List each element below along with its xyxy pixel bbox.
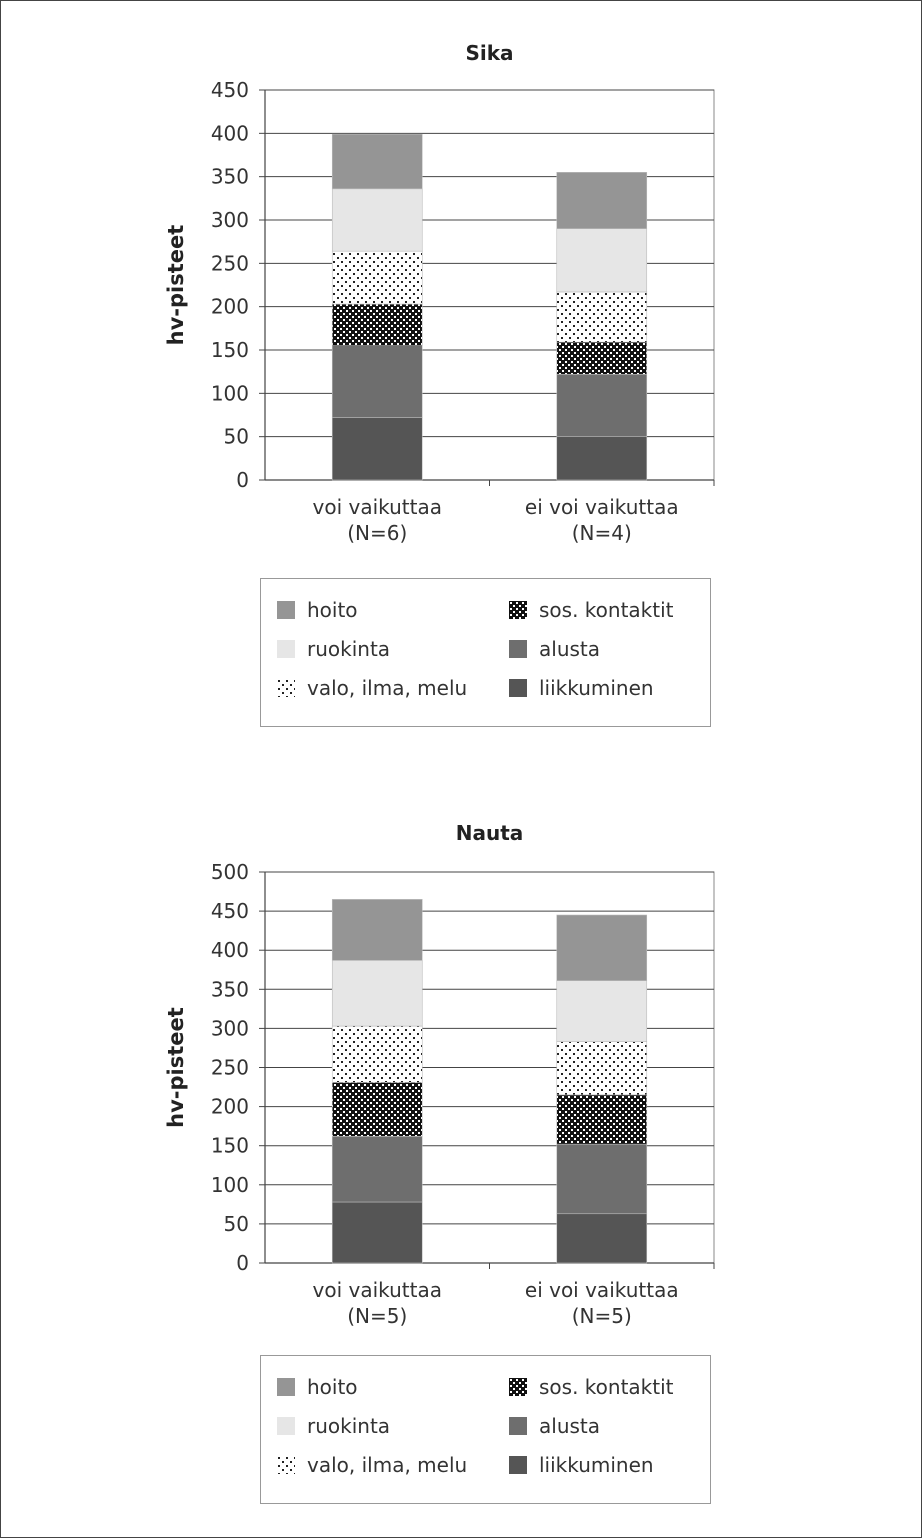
bar-segment-ruokinta <box>331 188 423 252</box>
y-tick-label: 450 <box>211 899 249 923</box>
bar-segment-liikkuminen <box>556 1213 648 1264</box>
legend-label: ruokinta <box>307 1414 391 1438</box>
bar-segment-sos-kontaktit <box>556 341 648 375</box>
bar-segment-liikkuminen <box>331 1201 423 1264</box>
legend-swatch <box>509 601 527 619</box>
x-category-label: voi vaikuttaa <box>313 1278 442 1302</box>
bar-segment-sos-kontaktit <box>556 1094 648 1145</box>
bar-segment-hoito <box>556 172 648 229</box>
bar-segment-alusta <box>331 345 423 418</box>
bar-segment-valo-ilma-melu <box>331 250 423 305</box>
y-tick-label: 400 <box>211 121 249 145</box>
bar-segment-liikkuminen <box>331 417 423 481</box>
legend-label: valo, ilma, melu <box>307 1453 468 1477</box>
legend-item-alusta: alusta <box>509 1414 600 1438</box>
chart-title: Sika <box>465 41 513 65</box>
y-tick-label: 300 <box>211 1016 249 1040</box>
legend-label: hoito <box>307 598 358 622</box>
legend-label: alusta <box>539 637 601 661</box>
legend-label: hoito <box>307 1375 358 1399</box>
y-tick-label: 400 <box>211 938 249 962</box>
y-tick-label: 200 <box>211 1095 249 1119</box>
y-tick-label: 0 <box>236 468 249 492</box>
x-category-sublabel: (N=5) <box>572 1304 632 1328</box>
x-category-sublabel: (N=5) <box>347 1304 407 1328</box>
bar-segment-valo-ilma-melu <box>331 1025 423 1083</box>
bar-segment-hoito <box>331 133 423 190</box>
legend-item-hoito: hoito <box>277 598 358 622</box>
y-axis-label: hv-pisteet <box>164 1007 188 1128</box>
y-axis-label: hv-pisteet <box>164 225 188 346</box>
y-tick-label: 300 <box>211 208 249 232</box>
y-tick-label: 50 <box>224 425 249 449</box>
x-category-label: ei voi vaikuttaa <box>525 495 679 519</box>
legend-item-sos-kontaktit: sos. kontaktit <box>509 1375 674 1399</box>
bar-segment-alusta <box>556 373 648 437</box>
legend-label: valo, ilma, melu <box>307 676 468 700</box>
bar-segment-sos-kontaktit <box>331 1082 423 1137</box>
legend-item-liikkuminen: liikkuminen <box>509 1453 654 1477</box>
legend-swatch <box>277 640 295 658</box>
legend-swatch <box>509 640 527 658</box>
legend-label: ruokinta <box>307 637 391 661</box>
legend-swatch <box>509 679 527 697</box>
x-category-label: ei voi vaikuttaa <box>525 1278 679 1302</box>
y-tick-label: 100 <box>211 381 249 405</box>
legend-swatch <box>509 1417 527 1435</box>
x-category-label: voi vaikuttaa <box>313 495 442 519</box>
y-tick-label: 150 <box>211 338 249 362</box>
y-tick-label: 250 <box>211 1056 249 1080</box>
y-tick-label: 350 <box>211 977 249 1001</box>
bar-segment-ruokinta <box>331 960 423 1027</box>
legend-swatch <box>277 1378 295 1396</box>
bar-segment-ruokinta <box>556 228 648 293</box>
legend-item-ruokinta: ruokinta <box>277 637 390 661</box>
y-tick-label: 150 <box>211 1134 249 1158</box>
legend-item-valo-ilma-melu: valo, ilma, melu <box>277 1453 467 1477</box>
legend-swatch <box>277 601 295 619</box>
y-tick-label: 250 <box>211 251 249 275</box>
bar-segment-valo-ilma-melu <box>556 1041 648 1096</box>
bar-segment-liikkuminen <box>556 436 648 481</box>
bar-segment-hoito <box>331 899 423 961</box>
legend-item-valo-ilma-melu: valo, ilma, melu <box>277 676 467 700</box>
legend-swatch <box>277 679 295 697</box>
bar-segment-valo-ilma-melu <box>556 291 648 343</box>
legend-label: liikkuminen <box>539 1453 654 1477</box>
y-tick-label: 0 <box>236 1251 249 1275</box>
legend-item-hoito: hoito <box>277 1375 358 1399</box>
bar-segment-alusta <box>556 1143 648 1215</box>
legend-label: alusta <box>539 1414 601 1438</box>
chart-nauta: 0 50 100 150 200 250 300 350 400 450 500 Nauta hv-pi… <box>164 821 715 1328</box>
x-category-sublabel: (N=4) <box>572 521 632 545</box>
legend-swatch <box>509 1378 527 1396</box>
legend-swatch <box>277 1456 295 1474</box>
legend-nauta: hoito ruokinta valo, ilma, melu sos. kontak… <box>260 1355 711 1504</box>
legend-sika: hoito ruokinta valo, ilma, melu sos. kontak… <box>260 578 711 727</box>
chart-sika: 0 50 100 150 200 250 300 350 400 450 Sika hv-pistee… <box>164 41 715 545</box>
y-tick-label: 100 <box>211 1173 249 1197</box>
legend-label: sos. kontaktit <box>539 1375 674 1399</box>
y-tick-label: 200 <box>211 295 249 319</box>
y-tick-label: 450 <box>211 78 249 102</box>
legend-item-alusta: alusta <box>509 637 600 661</box>
y-tick-label: 500 <box>211 860 249 884</box>
x-category-sublabel: (N=6) <box>347 521 407 545</box>
legend-item-sos-kontaktit: sos. kontaktit <box>509 598 674 622</box>
legend-swatch <box>277 1417 295 1435</box>
legend-swatch <box>509 1456 527 1474</box>
bar-segment-ruokinta <box>556 980 648 1042</box>
y-tick-label: 350 <box>211 165 249 189</box>
legend-label: sos. kontaktit <box>539 598 674 622</box>
chart-title: Nauta <box>456 821 524 845</box>
y-tick-label: 50 <box>224 1212 249 1236</box>
legend-item-liikkuminen: liikkuminen <box>509 676 654 700</box>
legend-label: liikkuminen <box>539 676 654 700</box>
bar-segment-hoito <box>556 914 648 981</box>
bar-segment-alusta <box>331 1136 423 1203</box>
bar-segment-sos-kontaktit <box>331 303 423 346</box>
legend-item-ruokinta: ruokinta <box>277 1414 390 1438</box>
